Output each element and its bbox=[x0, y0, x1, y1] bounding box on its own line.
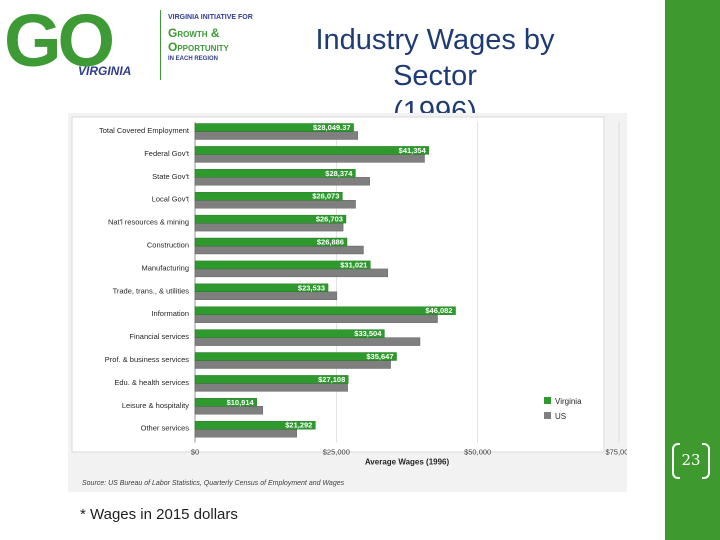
category-label: Trade, trans., & utilities bbox=[113, 286, 190, 295]
virginia-bar bbox=[194, 329, 385, 338]
category-label: Total Covered Employment bbox=[99, 126, 190, 135]
go-virginia-logo: GO VIRGINIA VIRGINIA INITIATIVE FOR Grow… bbox=[0, 0, 285, 90]
virginia-bar bbox=[194, 146, 429, 155]
virginia-data-label: $26,703 bbox=[316, 215, 343, 224]
category-label: Information bbox=[151, 309, 189, 318]
logo-state: VIRGINIA bbox=[78, 64, 132, 78]
logo-mark: GO bbox=[4, 0, 115, 82]
page-bracket-right bbox=[702, 443, 710, 479]
virginia-bar bbox=[194, 123, 354, 132]
us-bar bbox=[194, 291, 338, 301]
right-accent-bar bbox=[665, 0, 720, 540]
category-label: Local Gov't bbox=[152, 195, 190, 204]
category-label: State Gov't bbox=[152, 172, 190, 181]
x-tick-label: $50,000 bbox=[464, 448, 491, 457]
legend-label-us: US bbox=[555, 412, 566, 421]
x-axis-title: Average Wages (1996) bbox=[365, 458, 450, 467]
us-bar bbox=[194, 154, 425, 163]
virginia-bar bbox=[194, 169, 356, 178]
page-number: 23 bbox=[681, 451, 701, 469]
virginia-bar bbox=[194, 237, 348, 247]
legend-swatch-us bbox=[544, 412, 551, 419]
virginia-bar bbox=[194, 375, 349, 384]
category-label: Leisure & hospitality bbox=[122, 401, 189, 410]
source-note: Source: US Bureau of Labor Statistics, Q… bbox=[82, 480, 345, 487]
category-label: Prof. & business services bbox=[105, 355, 189, 364]
page-bracket-left bbox=[672, 443, 680, 479]
virginia-data-label: $41,354 bbox=[399, 146, 427, 155]
logo-divider bbox=[160, 10, 161, 80]
logo-line-2: Growth & bbox=[168, 26, 220, 40]
x-tick-label: $75,000 bbox=[605, 448, 627, 457]
logo-line-4: IN EACH REGION bbox=[168, 56, 219, 62]
us-bar bbox=[194, 199, 356, 209]
us-bar bbox=[194, 337, 421, 346]
virginia-data-label: $21,292 bbox=[285, 421, 312, 430]
category-label: Edu. & health services bbox=[114, 378, 189, 387]
virginia-data-label: $26,073 bbox=[312, 192, 339, 201]
category-label: Nat'l resources & mining bbox=[108, 218, 189, 227]
x-tick-label: $0 bbox=[191, 448, 199, 457]
virginia-data-label: $31,021 bbox=[340, 260, 367, 269]
category-label: Federal Gov't bbox=[144, 149, 190, 158]
us-bar bbox=[194, 314, 438, 323]
virginia-bar bbox=[194, 352, 397, 361]
slide-title-line-1: Industry Wages by Sector bbox=[315, 24, 555, 92]
virginia-bar bbox=[194, 214, 347, 224]
category-label: Construction bbox=[147, 241, 189, 250]
us-bar bbox=[194, 177, 370, 186]
us-bar bbox=[194, 429, 297, 438]
virginia-bar bbox=[194, 191, 343, 201]
category-label: Manufacturing bbox=[141, 263, 189, 272]
virginia-data-label: $46,082 bbox=[425, 306, 452, 315]
virginia-bar bbox=[194, 260, 371, 270]
logo-line-1: VIRGINIA INITIATIVE FOR bbox=[168, 14, 253, 21]
us-bar bbox=[194, 406, 264, 415]
virginia-data-label: $28,374 bbox=[325, 169, 353, 178]
legend-label-virginia: Virginia bbox=[555, 397, 582, 406]
virginia-bar bbox=[194, 283, 329, 293]
us-bar bbox=[194, 245, 364, 255]
virginia-data-label: $28,049.37 bbox=[313, 123, 351, 132]
category-label: Other services bbox=[141, 424, 190, 433]
category-label: Financial services bbox=[129, 332, 189, 341]
virginia-data-label: $23,533 bbox=[298, 283, 325, 292]
virginia-data-label: $10,914 bbox=[227, 398, 255, 407]
virginia-bar bbox=[194, 398, 257, 407]
virginia-bar bbox=[194, 306, 456, 315]
virginia-data-label: $26,886 bbox=[317, 238, 344, 247]
us-bar bbox=[194, 383, 348, 392]
virginia-data-label: $27,108 bbox=[318, 375, 345, 384]
logo-line-3: Opportunity bbox=[168, 40, 229, 54]
us-bar bbox=[194, 360, 391, 369]
us-bar bbox=[194, 222, 344, 232]
virginia-data-label: $35,647 bbox=[366, 352, 393, 361]
footnote: * Wages in 2015 dollars bbox=[80, 506, 238, 523]
chart-panel: $0 $25,000 $50,000 $75,000 Total Covered Emp… bbox=[68, 113, 633, 492]
us-bar bbox=[194, 268, 388, 278]
virginia-bar bbox=[194, 421, 316, 430]
us-bar bbox=[194, 131, 359, 140]
virginia-data-label: $33,504 bbox=[354, 329, 382, 338]
wages-bar-chart: $0 $25,000 $50,000 $75,000 Total Covered Emp… bbox=[68, 113, 633, 492]
legend-swatch-virginia bbox=[544, 397, 551, 404]
x-tick-label: $25,000 bbox=[323, 448, 350, 457]
